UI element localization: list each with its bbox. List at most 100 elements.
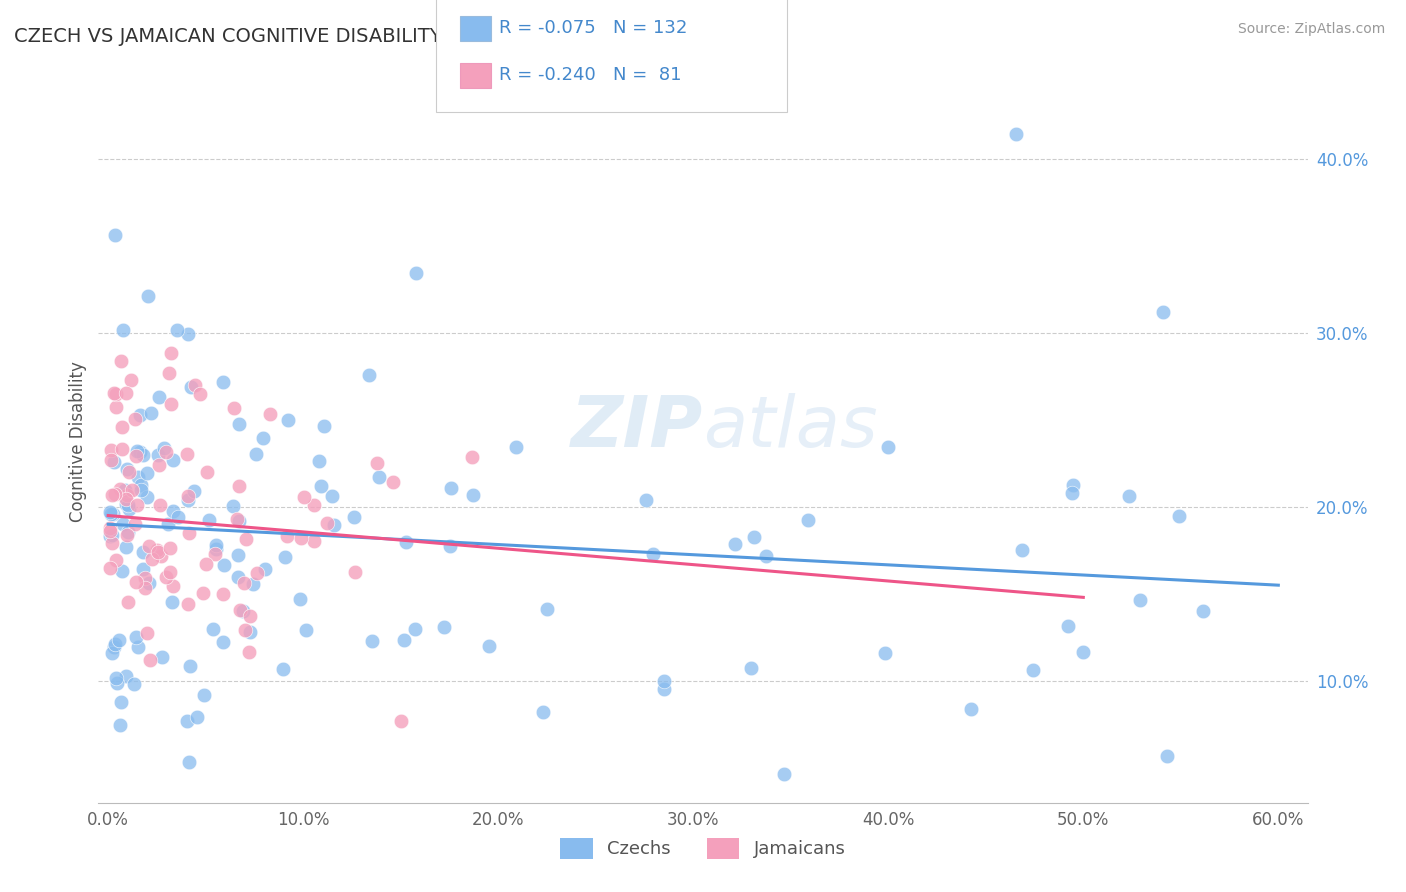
Point (150, 649, 173, 664)
Point (211, 587, 233, 601)
Point (392, 633, 415, 648)
Point (162, 504, 184, 518)
Point (184, 377, 207, 392)
Point (226, 549, 249, 563)
Point (202, 622, 225, 636)
Point (505, 440, 527, 454)
Point (148, 390, 170, 404)
Point (755, 549, 778, 563)
Point (312, 419, 335, 434)
Point (108, 718, 131, 732)
Point (1062, 478, 1084, 492)
Point (118, 502, 141, 516)
Point (98, 561, 121, 575)
Point (1011, 543, 1033, 558)
Text: R = -0.075   N = 132: R = -0.075 N = 132 (499, 20, 688, 37)
Point (323, 518, 346, 533)
Point (235, 532, 257, 546)
Point (159, 565, 181, 579)
Point (103, 507, 125, 521)
Point (101, 487, 124, 501)
Point (634, 493, 657, 508)
Point (98, 521, 121, 535)
Point (367, 470, 389, 484)
Point (273, 549, 295, 564)
Point (229, 603, 252, 617)
Point (111, 420, 134, 434)
Point (276, 529, 298, 543)
Text: ZIP: ZIP (571, 392, 703, 461)
Text: atlas: atlas (703, 392, 877, 461)
Legend: Czechs, Jamaicans: Czechs, Jamaicans (553, 830, 853, 866)
Point (242, 576, 264, 591)
Point (110, 482, 132, 496)
Point (405, 266, 427, 280)
Point (1129, 593, 1152, 607)
Point (875, 646, 897, 660)
Point (246, 566, 269, 581)
Point (245, 447, 267, 461)
Point (198, 513, 221, 527)
Point (115, 527, 138, 541)
Point (652, 674, 675, 689)
Point (959, 702, 981, 716)
Point (121, 483, 143, 498)
Point (138, 576, 160, 591)
Point (773, 767, 796, 781)
Point (177, 756, 200, 770)
Point (104, 387, 127, 401)
Point (180, 379, 202, 393)
Point (101, 647, 124, 661)
Point (131, 545, 153, 559)
Point (177, 597, 200, 611)
Point (131, 448, 153, 462)
Point (439, 539, 461, 553)
Point (157, 366, 180, 380)
Point (129, 408, 152, 422)
Point (177, 492, 200, 507)
Point (796, 513, 818, 527)
Point (98, 524, 121, 538)
Point (127, 640, 149, 654)
Point (233, 623, 256, 637)
Point (105, 675, 128, 690)
Point (228, 417, 250, 432)
Point (104, 228, 127, 243)
Point (461, 488, 484, 502)
Point (114, 483, 136, 497)
Point (125, 575, 148, 590)
Point (1060, 486, 1083, 500)
Point (117, 525, 139, 540)
Point (112, 516, 135, 531)
Point (98, 505, 121, 519)
Point (1156, 749, 1178, 764)
Point (222, 401, 245, 416)
Point (162, 452, 184, 467)
Point (162, 579, 184, 593)
Point (724, 537, 747, 551)
Point (104, 487, 127, 501)
Point (193, 585, 215, 599)
Text: Source: ZipAtlas.com: Source: ZipAtlas.com (1237, 22, 1385, 37)
Point (222, 499, 245, 513)
Point (105, 553, 128, 567)
Point (136, 467, 159, 481)
Point (132, 562, 155, 576)
Point (233, 575, 256, 590)
Text: CZECH VS JAMAICAN COGNITIVE DISABILITY CORRELATION CHART: CZECH VS JAMAICAN COGNITIVE DISABILITY C… (14, 27, 659, 45)
Point (125, 449, 148, 463)
Point (146, 544, 169, 558)
Point (112, 323, 135, 337)
Point (100, 452, 122, 467)
Text: R = -0.240   N =  81: R = -0.240 N = 81 (499, 66, 682, 84)
Point (290, 531, 312, 545)
Point (134, 571, 156, 585)
Point (136, 626, 159, 640)
Point (226, 570, 249, 584)
Point (160, 397, 183, 411)
Point (115, 492, 138, 507)
Point (359, 368, 381, 383)
Point (155, 570, 177, 584)
Point (115, 488, 138, 502)
Point (100, 442, 122, 457)
